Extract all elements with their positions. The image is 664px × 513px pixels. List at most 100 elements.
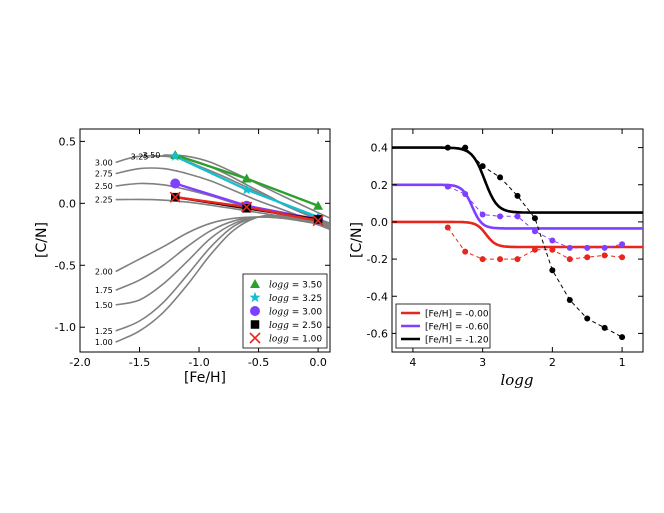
y-tick-label: -1.0 bbox=[55, 321, 76, 334]
curve-label: 1.25 bbox=[95, 327, 113, 336]
data-point bbox=[497, 213, 504, 220]
legend-marker bbox=[250, 320, 260, 329]
x-tick-label: 0.0 bbox=[309, 356, 327, 369]
data-point bbox=[313, 200, 324, 210]
curve-label: 3.00 bbox=[95, 158, 113, 167]
legend: logg = 3.50 logg = 3.25 logg = 3.00 logg = … bbox=[242, 273, 328, 349]
data-point bbox=[584, 315, 591, 322]
legend-label: [Fe/H] = -1.20 bbox=[425, 336, 489, 346]
right-panel: 4 3 2 1 0.4 0.2 0.0 -0.2 -0.4 -0.6 logg [C/N] [Fe… bbox=[349, 128, 644, 389]
y-tick-label: -0.6 bbox=[367, 327, 388, 340]
x-tick-label: 3 bbox=[479, 356, 486, 369]
y-tick-label: 0.0 bbox=[59, 197, 77, 210]
x-tick-label: -2.0 bbox=[69, 356, 90, 369]
data-point bbox=[241, 184, 253, 195]
data-point bbox=[444, 144, 451, 151]
data-point bbox=[242, 204, 251, 213]
legend-label: logg = 2.50 bbox=[269, 321, 322, 331]
y-tick-label: 0.0 bbox=[371, 216, 389, 229]
data-point bbox=[497, 174, 504, 181]
data-point bbox=[549, 246, 556, 253]
y-tick-label: 0.4 bbox=[371, 142, 389, 155]
x-tick-label: 4 bbox=[409, 356, 416, 369]
legend-label: logg = 3.50 bbox=[269, 281, 322, 291]
data-point bbox=[619, 334, 626, 341]
model-curve bbox=[115, 216, 330, 291]
data-point bbox=[566, 244, 573, 251]
data-point bbox=[497, 256, 504, 263]
data-point bbox=[566, 256, 573, 263]
y-tick-label: 0.5 bbox=[59, 135, 77, 148]
curve-label: 2.50 bbox=[95, 182, 113, 191]
y-tick-label: 0.2 bbox=[371, 179, 389, 192]
y-axis-label: [C/N] bbox=[349, 222, 365, 258]
x-tick-label: -0.5 bbox=[248, 356, 269, 369]
curve-label: 2.00 bbox=[95, 267, 113, 276]
data-point bbox=[601, 252, 608, 259]
y-tick-label: -0.2 bbox=[367, 253, 388, 266]
series-lines bbox=[169, 150, 324, 227]
data-line bbox=[447, 147, 623, 338]
legend-marker bbox=[250, 306, 260, 316]
data-point bbox=[514, 192, 521, 199]
y-axis-label: [C/N] bbox=[34, 222, 50, 258]
data-point bbox=[531, 228, 538, 235]
data-point bbox=[241, 201, 253, 213]
data-point bbox=[444, 183, 451, 190]
data-point bbox=[169, 150, 181, 161]
data-point bbox=[549, 237, 556, 244]
legend-label: logg = 3.25 bbox=[269, 294, 322, 304]
curve-labels: 3.00 3.253.50 2.75 2.50 2.25 2.00 1.75 1.50 1.25… bbox=[95, 151, 160, 347]
legend-label: [Fe/H] = -0.60 bbox=[425, 323, 489, 333]
model-curve bbox=[163, 154, 330, 219]
data-line bbox=[447, 227, 623, 260]
data-point bbox=[462, 191, 469, 198]
data-point bbox=[549, 267, 556, 274]
y-tick-label: -0.5 bbox=[55, 259, 76, 272]
curve-label: 2.25 bbox=[95, 196, 113, 205]
data-point bbox=[462, 248, 469, 255]
model-line bbox=[392, 146, 643, 214]
x-axis-label: logg bbox=[500, 371, 533, 389]
data-point bbox=[619, 241, 626, 248]
x-tick-label: -1.5 bbox=[129, 356, 150, 369]
data-point bbox=[479, 211, 486, 218]
x-tick-label: -1.0 bbox=[188, 356, 209, 369]
data-point bbox=[531, 215, 538, 222]
x-tick-label: 1 bbox=[619, 356, 626, 369]
data-point bbox=[566, 296, 573, 303]
data-point bbox=[462, 144, 469, 151]
legend-label: [Fe/H] = -0.00 bbox=[425, 310, 489, 320]
model-curve bbox=[115, 214, 330, 343]
data-point bbox=[444, 224, 451, 231]
legend-marker bbox=[249, 332, 261, 344]
data-point bbox=[514, 256, 521, 263]
data-point bbox=[619, 254, 626, 261]
curve-label: 3.25 bbox=[131, 152, 149, 161]
data-point bbox=[531, 246, 538, 253]
model-line bbox=[392, 183, 643, 230]
data-point bbox=[514, 213, 521, 220]
curve-label: 3.50 bbox=[143, 151, 161, 160]
data-point bbox=[169, 191, 181, 203]
legend-label: logg = 1.00 bbox=[269, 335, 322, 345]
legend-marker bbox=[249, 291, 261, 303]
series-lines bbox=[392, 144, 643, 341]
axis-ticks: -2.0 -1.5 -1.0 -0.5 0.0 0.5 0.0 -0.5 -1.0 bbox=[55, 129, 330, 369]
legend-marker bbox=[250, 279, 260, 288]
y-tick-label: -0.4 bbox=[367, 290, 388, 303]
left-panel: 3.00 3.253.50 2.75 2.50 2.25 2.00 1.75 1.50 1.25… bbox=[34, 128, 331, 386]
curve-label: 1.50 bbox=[95, 301, 113, 310]
data-point bbox=[479, 256, 486, 263]
data-point bbox=[601, 244, 608, 251]
data-point bbox=[601, 324, 608, 331]
data-point bbox=[312, 215, 324, 227]
axis-ticks: 4 3 2 1 0.4 0.2 0.0 -0.2 -0.4 -0.6 bbox=[367, 129, 643, 369]
data-line bbox=[447, 186, 623, 249]
curve-label: 1.00 bbox=[95, 338, 113, 347]
data-point bbox=[479, 163, 486, 170]
legend-label: logg = 3.00 bbox=[269, 308, 322, 318]
x-tick-label: 2 bbox=[549, 356, 556, 369]
data-point bbox=[313, 215, 323, 224]
